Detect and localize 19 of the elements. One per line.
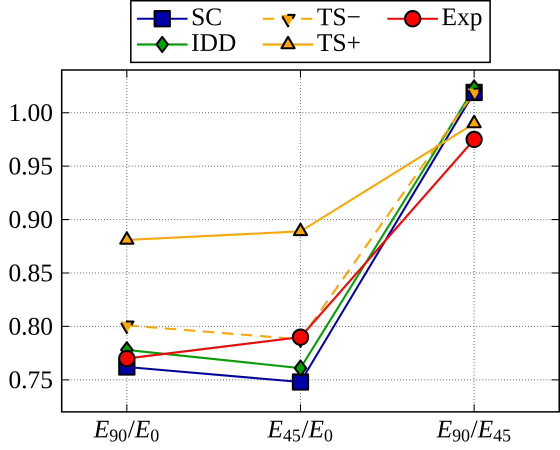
legend-label: SC bbox=[192, 8, 221, 26]
point bbox=[292, 328, 310, 346]
y-tick-label: 0.75 bbox=[9, 371, 52, 388]
y-tick-label: 0.80 bbox=[9, 318, 52, 336]
legend-label: TS− bbox=[317, 8, 360, 26]
y-tick-label: 0.95 bbox=[9, 158, 52, 175]
legend-label: IDD bbox=[192, 34, 236, 51]
point bbox=[118, 350, 136, 368]
legend-label: Exp bbox=[442, 8, 482, 31]
legend-label: TS+ bbox=[317, 34, 360, 52]
x-tick-label: E$_{45}$/E$_{0}$ bbox=[267, 420, 332, 442]
y-tick-label: 1.00 bbox=[10, 104, 52, 122]
point bbox=[465, 130, 483, 148]
x-tick-label: E$_{90}$/E$_{0}$ bbox=[93, 420, 159, 442]
y-tick-label: 0.90 bbox=[9, 210, 52, 228]
x-tick-label: E$_{90}$/E$_{45}$ bbox=[436, 420, 510, 442]
point bbox=[292, 373, 310, 391]
y-tick-label: 0.85 bbox=[9, 264, 52, 282]
point bbox=[294, 359, 308, 377]
